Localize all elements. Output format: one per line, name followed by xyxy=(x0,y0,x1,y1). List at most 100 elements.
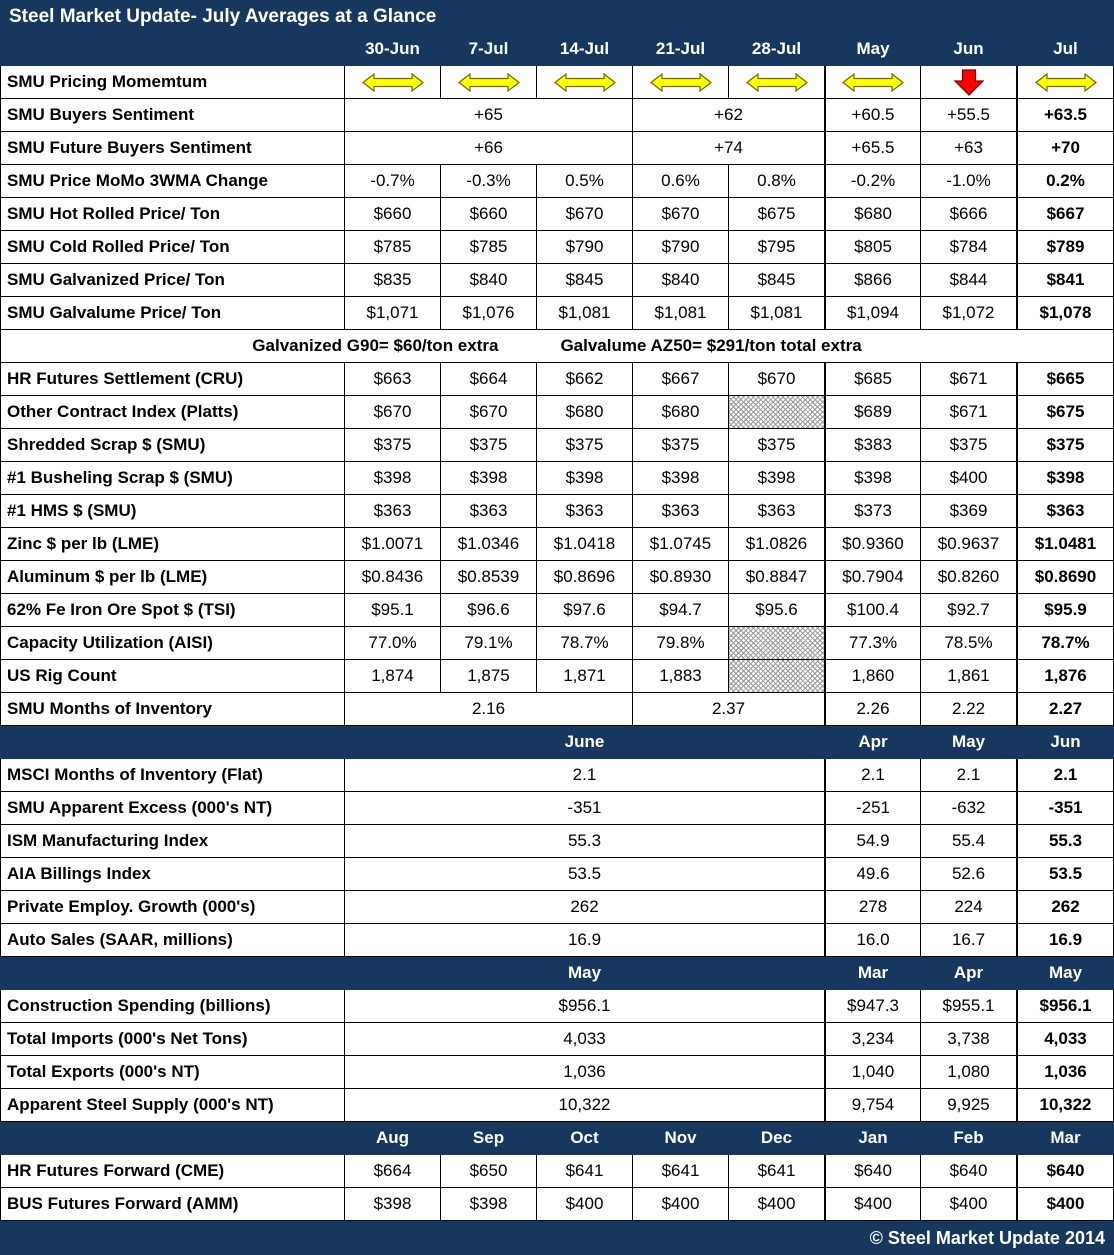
value-cell: $664 xyxy=(345,1155,441,1188)
section-month-cell: Feb xyxy=(921,1122,1017,1155)
value-cell: 262 xyxy=(1017,891,1114,924)
value-cell: $641 xyxy=(537,1155,633,1188)
value-cell: 2.26 xyxy=(825,693,921,726)
value-cell: 52.6 xyxy=(921,858,1017,891)
value-cell: $1,081 xyxy=(537,297,633,330)
value-cell: $1.0481 xyxy=(1017,528,1114,561)
value-cell: 262 xyxy=(345,891,825,924)
note-cell: Galvanized G90= $60/ton extra Galvalume A… xyxy=(0,330,1114,363)
value-cell: +70 xyxy=(1017,132,1114,165)
column-header-cell: 21-Jul xyxy=(633,33,729,66)
value-cell: 1,861 xyxy=(921,660,1017,693)
value-cell: $805 xyxy=(825,231,921,264)
data-row: SMU Price MoMo 3WMA Change -0.7% -0.3% 0.5%… xyxy=(0,165,1114,198)
data-row: Zinc $ per lb (LME) $1.0071 $1.0346 $1.0418… xyxy=(0,528,1114,561)
value-cell: $400 xyxy=(825,1188,921,1221)
momentum-cell xyxy=(345,66,441,99)
value-cell: -0.2% xyxy=(825,165,921,198)
value-cell: $398 xyxy=(537,462,633,495)
flat-arrow-icon xyxy=(649,72,712,93)
corner-cell xyxy=(0,33,345,66)
value-cell: $1,081 xyxy=(633,297,729,330)
value-cell: 4,033 xyxy=(345,1023,825,1056)
note-row: Galvanized G90= $60/ton extra Galvalume A… xyxy=(0,330,1114,363)
value-cell: $95.9 xyxy=(1017,594,1114,627)
column-header-cell: 7-Jul xyxy=(441,33,537,66)
note-left: Galvanized G90= $60/ton extra xyxy=(252,336,499,355)
value-cell: 1,036 xyxy=(345,1056,825,1089)
value-cell: 1,875 xyxy=(441,660,537,693)
value-cell: $375 xyxy=(441,429,537,462)
value-cell: $790 xyxy=(633,231,729,264)
down-arrow-icon xyxy=(953,68,984,96)
section-label-cell xyxy=(0,726,345,759)
data-row: SMU Galvanized Price/ Ton $835 $840 $845 $84… xyxy=(0,264,1114,297)
section-month-cell: Mar xyxy=(825,957,921,990)
value-cell: $685 xyxy=(825,363,921,396)
value-cell: $0.9637 xyxy=(921,528,1017,561)
momentum-cell xyxy=(825,66,921,99)
column-header-cell: Jun xyxy=(921,33,1017,66)
value-cell: $97.6 xyxy=(537,594,633,627)
flat-arrow-icon xyxy=(1034,72,1097,93)
value-cell: 2.1 xyxy=(921,759,1017,792)
row-label-cell: SMU Galvalume Price/ Ton xyxy=(0,297,345,330)
value-cell: 78.5% xyxy=(921,627,1017,660)
section-header-row: June Apr May Jun xyxy=(0,726,1114,759)
row-label-cell: Zinc $ per lb (LME) xyxy=(0,528,345,561)
section-month-cell: Oct xyxy=(537,1122,633,1155)
row-label-cell: SMU Hot Rolled Price/ Ton xyxy=(0,198,345,231)
value-cell: 9,754 xyxy=(825,1089,921,1122)
value-cell: 0.8% xyxy=(729,165,825,198)
value-cell: $1,078 xyxy=(1017,297,1114,330)
value-cell: -251 xyxy=(825,792,921,825)
value-cell: 278 xyxy=(825,891,921,924)
value-cell: $363 xyxy=(537,495,633,528)
value-cell: 53.5 xyxy=(1017,858,1114,891)
value-cell: $665 xyxy=(1017,363,1114,396)
title-text: Steel Market Update- July Averages at a … xyxy=(9,5,437,27)
value-cell: $680 xyxy=(825,198,921,231)
data-row: SMU Cold Rolled Price/ Ton $785 $785 $790 $7… xyxy=(0,231,1114,264)
value-cell: 55.3 xyxy=(345,825,825,858)
value-cell: $641 xyxy=(633,1155,729,1188)
value-cell: $363 xyxy=(633,495,729,528)
value-cell: +62 xyxy=(633,99,825,132)
value-cell: $670 xyxy=(345,396,441,429)
data-row: US Rig Count 1,874 1,875 1,871 1,883 1,860 1,8… xyxy=(0,660,1114,693)
value-cell: $400 xyxy=(921,462,1017,495)
value-cell: $398 xyxy=(441,1188,537,1221)
data-row: Capacity Utilization (AISI) 77.0% 79.1% 78.… xyxy=(0,627,1114,660)
value-cell: -0.3% xyxy=(441,165,537,198)
value-cell: $955.1 xyxy=(921,990,1017,1023)
value-cell: +66 xyxy=(345,132,633,165)
page-title: Steel Market Update- July Averages at a … xyxy=(0,0,1114,33)
value-cell: $400 xyxy=(537,1188,633,1221)
data-row: #1 Busheling Scrap $ (SMU) $398 $398 $398 $3… xyxy=(0,462,1114,495)
row-label-cell: Apparent Steel Supply (000's NT) xyxy=(0,1089,345,1122)
value-cell: $662 xyxy=(537,363,633,396)
value-cell: $0.9360 xyxy=(825,528,921,561)
column-header-cell: 14-Jul xyxy=(537,33,633,66)
section-month-cell: June xyxy=(345,726,825,759)
value-cell: $0.8690 xyxy=(1017,561,1114,594)
value-cell: $866 xyxy=(825,264,921,297)
value-cell: 54.9 xyxy=(825,825,921,858)
section-month-cell: Sep xyxy=(441,1122,537,1155)
value-cell: 1,036 xyxy=(1017,1056,1114,1089)
value-cell: $641 xyxy=(729,1155,825,1188)
value-cell: $640 xyxy=(921,1155,1017,1188)
section-label-cell xyxy=(0,957,345,990)
value-cell: 77.3% xyxy=(825,627,921,660)
value-cell: $956.1 xyxy=(1017,990,1114,1023)
flat-arrow-icon xyxy=(553,72,616,93)
value-cell: $670 xyxy=(441,396,537,429)
value-cell: 53.5 xyxy=(345,858,825,891)
value-cell: 3,738 xyxy=(921,1023,1017,1056)
value-cell: -1.0% xyxy=(921,165,1017,198)
flat-arrow-icon xyxy=(361,72,424,93)
column-header-cell: 28-Jul xyxy=(729,33,825,66)
value-cell xyxy=(729,627,825,660)
value-cell: $845 xyxy=(537,264,633,297)
data-row: SMU Galvalume Price/ Ton $1,071 $1,076 $1,0… xyxy=(0,297,1114,330)
